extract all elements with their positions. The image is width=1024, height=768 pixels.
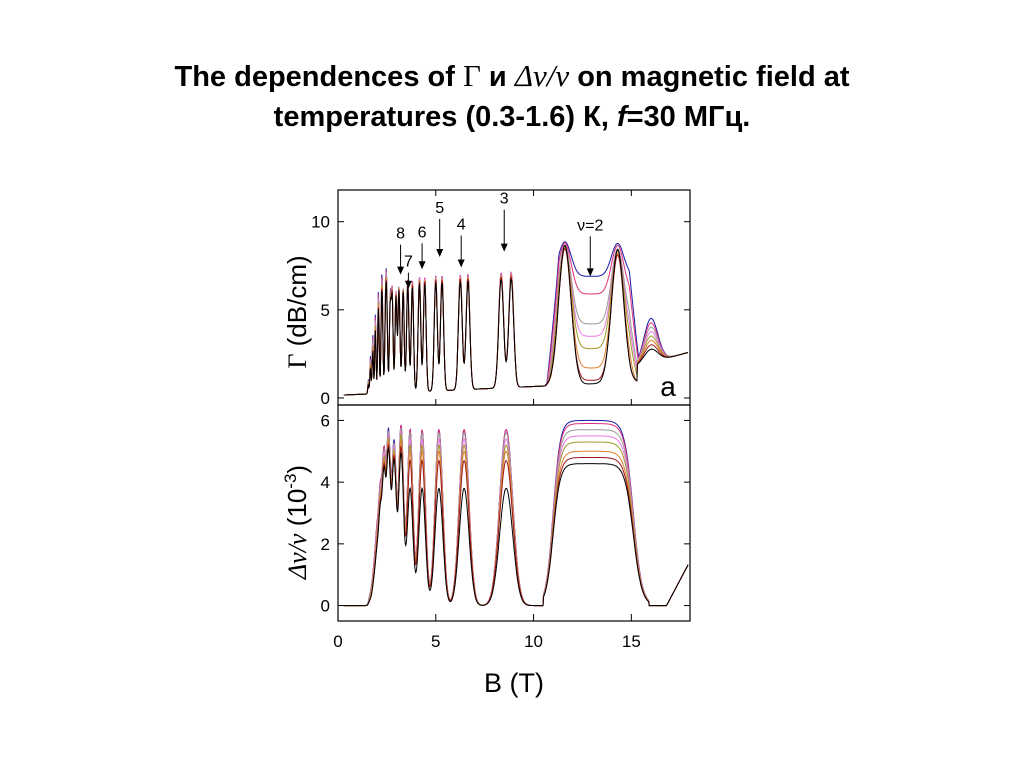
panel-b-ytick-label: 6	[321, 411, 330, 430]
panel-b-frame	[337, 404, 691, 622]
panel-label-a: a	[660, 371, 676, 402]
title-line2-end: =30 МГц.	[626, 101, 751, 133]
panel-b-velocity: 0 2 4 6 0 5 10 15 Δv/v (10-3) B (T)	[281, 404, 691, 698]
panel-a-ylabel: Γ (dB/cm)	[282, 255, 312, 368]
panel-b-curves	[343, 419, 689, 607]
panel-b-xtick-label: 5	[431, 632, 440, 651]
title-line2: temperatures (0.3-1.6) К,	[273, 101, 617, 133]
panel-b-series-1.6K	[343, 446, 689, 607]
annotation-arrow-head	[500, 243, 508, 252]
panel-b-series-1.1K	[343, 438, 689, 607]
panel-b-ylabel: Δv/v (10-3)	[281, 465, 312, 580]
panel-b-xtick-label: 0	[333, 632, 342, 651]
slide-title: The dependences of Γ и Δv/v on magnetic …	[0, 56, 1024, 137]
panel-b-series-1.3K	[343, 443, 689, 607]
panel-a-series-1.6K	[343, 244, 689, 396]
panel-b-series-0.5K	[343, 427, 689, 607]
panel-a-curves	[343, 241, 689, 396]
panel-b-series-0.7K	[343, 429, 689, 607]
ylabel-dv: Δv/v	[283, 533, 312, 580]
annotation-arrow-head	[404, 280, 412, 289]
panel-b-ytick-label: 0	[321, 597, 330, 616]
ylabel-unit-b: (10	[282, 489, 312, 534]
panel-a-ytick-label: 10	[311, 213, 330, 232]
annotation-arrow-head	[457, 259, 465, 268]
panel-b-xtick-label: 15	[622, 632, 641, 651]
panel-a-ticks: 0 5 10	[311, 190, 690, 408]
title-text: The dependences of	[174, 61, 463, 93]
ylabel-unit: (dB/cm)	[282, 255, 312, 353]
ylabel-close: )	[282, 465, 312, 474]
annotation-arrow-head	[397, 266, 405, 275]
panel-b-xtick-label: 10	[524, 632, 543, 651]
annotation-label: 4	[457, 217, 466, 234]
title-gamma-symbol: Γ	[462, 58, 481, 93]
ylabel-exponent: -3	[281, 474, 300, 489]
annotation-label: 3	[500, 191, 509, 208]
panel-b-series-0.3K	[343, 419, 689, 607]
panel-b-ytick-label: 4	[321, 473, 330, 492]
annotation-label: 6	[418, 224, 427, 241]
annotation-label: 8	[396, 226, 405, 243]
x-axis-label: B (T)	[484, 668, 544, 698]
panel-b-ticks: 0 2 4 6 0 5 10 15	[321, 411, 690, 651]
annotation-arrow-head	[436, 248, 444, 257]
panel-a-ytick-label: 0	[321, 389, 330, 408]
title-f-symbol: f	[616, 101, 627, 133]
annotation-arrow-head	[586, 268, 594, 277]
title-dv-symbol: Δv/v	[514, 58, 570, 93]
title-and: и	[480, 61, 515, 93]
annotation-label: 5	[435, 200, 444, 217]
panel-b-series-0.9K	[343, 432, 689, 607]
annotation-label: 7	[404, 254, 413, 271]
ylabel-gamma: Γ	[283, 354, 312, 369]
annotation-arrow-head	[418, 261, 426, 270]
title-text-end: on magnetic field at	[569, 61, 850, 93]
annotation-label: ν=2	[577, 217, 603, 234]
panel-b-ytick-label: 2	[321, 535, 330, 554]
panel-a-ytick-label: 5	[321, 301, 330, 320]
